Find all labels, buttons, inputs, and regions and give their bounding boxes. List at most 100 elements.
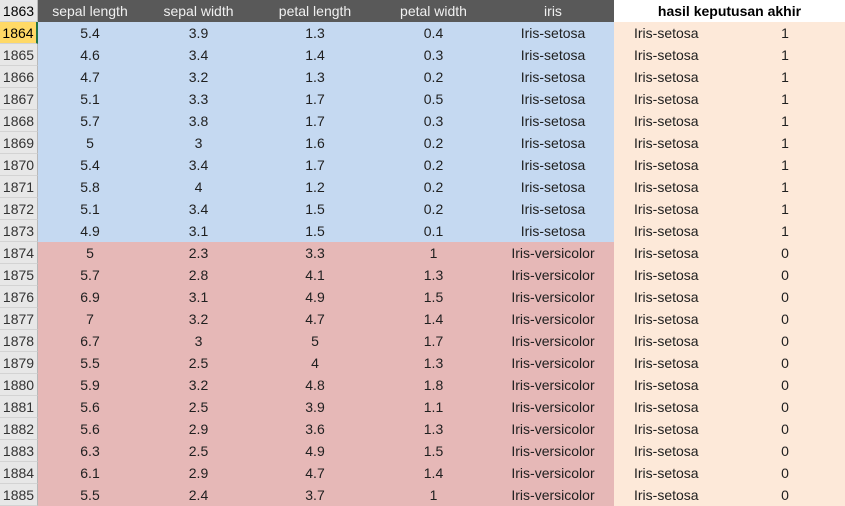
cell-sepal-length[interactable]: 5.6 [38, 396, 142, 418]
cell-decision[interactable]: Iris-setosa [614, 462, 725, 484]
column-header-sepal-length[interactable]: sepal length [38, 0, 142, 22]
cell-decision-value[interactable]: 0 [725, 308, 845, 330]
cell-sepal-width[interactable]: 3.9 [142, 22, 255, 44]
cell-decision[interactable]: Iris-setosa [614, 374, 725, 396]
cell-sepal-width[interactable]: 2.5 [142, 352, 255, 374]
column-header-result[interactable]: hasil keputusan akhir [614, 0, 845, 22]
cell-iris[interactable]: Iris-versicolor [492, 286, 614, 308]
cell-sepal-length[interactable]: 5.5 [38, 352, 142, 374]
cell-decision-value[interactable]: 1 [725, 66, 845, 88]
cell-iris[interactable]: Iris-setosa [492, 220, 614, 242]
cell-petal-width[interactable]: 1.4 [375, 462, 492, 484]
cell-decision[interactable]: Iris-setosa [614, 264, 725, 286]
cell-petal-width[interactable]: 1.3 [375, 352, 492, 374]
cell-petal-length[interactable]: 3.9 [255, 396, 375, 418]
row-number[interactable]: 1868 [0, 110, 38, 132]
cell-sepal-length[interactable]: 5.9 [38, 374, 142, 396]
cell-petal-length[interactable]: 1.6 [255, 132, 375, 154]
cell-iris[interactable]: Iris-setosa [492, 110, 614, 132]
row-number[interactable]: 1881 [0, 396, 38, 418]
cell-sepal-length[interactable]: 5.1 [38, 198, 142, 220]
cell-sepal-length[interactable]: 4.6 [38, 44, 142, 66]
cell-petal-length[interactable]: 4.7 [255, 308, 375, 330]
cell-petal-width[interactable]: 1 [375, 484, 492, 506]
cell-decision[interactable]: Iris-setosa [614, 242, 725, 264]
cell-petal-width[interactable]: 1.7 [375, 330, 492, 352]
row-number[interactable]: 1875 [0, 264, 38, 286]
cell-petal-width[interactable]: 1.8 [375, 374, 492, 396]
cell-decision-value[interactable]: 0 [725, 396, 845, 418]
cell-sepal-length[interactable]: 5.8 [38, 176, 142, 198]
row-number[interactable]: 1873 [0, 220, 38, 242]
cell-iris[interactable]: Iris-versicolor [492, 308, 614, 330]
cell-decision-value[interactable]: 1 [725, 132, 845, 154]
cell-petal-width[interactable]: 0.3 [375, 110, 492, 132]
row-number[interactable]: 1876 [0, 286, 38, 308]
row-number[interactable]: 1871 [0, 176, 38, 198]
row-number[interactable]: 1867 [0, 88, 38, 110]
cell-petal-length[interactable]: 1.7 [255, 154, 375, 176]
cell-petal-width[interactable]: 0.2 [375, 154, 492, 176]
cell-sepal-length[interactable]: 6.9 [38, 286, 142, 308]
cell-decision-value[interactable]: 0 [725, 286, 845, 308]
cell-petal-length[interactable]: 1.7 [255, 110, 375, 132]
cell-decision-value[interactable]: 1 [725, 154, 845, 176]
cell-petal-width[interactable]: 0.2 [375, 66, 492, 88]
cell-petal-length[interactable]: 1.3 [255, 66, 375, 88]
cell-decision[interactable]: Iris-setosa [614, 308, 725, 330]
cell-iris[interactable]: Iris-versicolor [492, 484, 614, 506]
cell-sepal-width[interactable]: 2.9 [142, 418, 255, 440]
row-number[interactable]: 1864 [0, 22, 38, 44]
cell-iris[interactable]: Iris-versicolor [492, 330, 614, 352]
cell-sepal-length[interactable]: 5.5 [38, 484, 142, 506]
cell-sepal-width[interactable]: 4 [142, 176, 255, 198]
cell-sepal-width[interactable]: 3.3 [142, 88, 255, 110]
row-number[interactable]: 1884 [0, 462, 38, 484]
row-number[interactable]: 1880 [0, 374, 38, 396]
cell-decision-value[interactable]: 1 [725, 220, 845, 242]
cell-sepal-width[interactable]: 3.8 [142, 110, 255, 132]
cell-petal-length[interactable]: 3.3 [255, 242, 375, 264]
row-number[interactable]: 1879 [0, 352, 38, 374]
cell-sepal-length[interactable]: 7 [38, 308, 142, 330]
cell-petal-length[interactable]: 1.5 [255, 198, 375, 220]
cell-sepal-length[interactable]: 6.3 [38, 440, 142, 462]
column-header-iris[interactable]: iris [492, 0, 614, 22]
cell-decision-value[interactable]: 1 [725, 110, 845, 132]
cell-decision[interactable]: Iris-setosa [614, 286, 725, 308]
cell-decision-value[interactable]: 0 [725, 352, 845, 374]
cell-sepal-width[interactable]: 3.1 [142, 286, 255, 308]
cell-iris[interactable]: Iris-versicolor [492, 440, 614, 462]
cell-petal-width[interactable]: 1 [375, 242, 492, 264]
cell-petal-length[interactable]: 1.3 [255, 22, 375, 44]
cell-petal-width[interactable]: 1.4 [375, 308, 492, 330]
cell-decision[interactable]: Iris-setosa [614, 132, 725, 154]
cell-iris[interactable]: Iris-setosa [492, 198, 614, 220]
cell-sepal-width[interactable]: 3.1 [142, 220, 255, 242]
cell-decision[interactable]: Iris-setosa [614, 198, 725, 220]
cell-petal-length[interactable]: 3.6 [255, 418, 375, 440]
row-number[interactable]: 1877 [0, 308, 38, 330]
cell-decision-value[interactable]: 1 [725, 44, 845, 66]
cell-decision-value[interactable]: 1 [725, 88, 845, 110]
cell-sepal-length[interactable]: 6.7 [38, 330, 142, 352]
cell-decision-value[interactable]: 0 [725, 440, 845, 462]
cell-sepal-width[interactable]: 3 [142, 330, 255, 352]
cell-iris[interactable]: Iris-versicolor [492, 264, 614, 286]
cell-sepal-width[interactable]: 3 [142, 132, 255, 154]
cell-petal-width[interactable]: 1.3 [375, 418, 492, 440]
cell-decision-value[interactable]: 0 [725, 242, 845, 264]
cell-iris[interactable]: Iris-setosa [492, 154, 614, 176]
cell-petal-length[interactable]: 3.7 [255, 484, 375, 506]
cell-iris[interactable]: Iris-setosa [492, 132, 614, 154]
cell-petal-width[interactable]: 0.2 [375, 198, 492, 220]
cell-sepal-width[interactable]: 3.2 [142, 374, 255, 396]
cell-iris[interactable]: Iris-versicolor [492, 418, 614, 440]
cell-decision[interactable]: Iris-setosa [614, 66, 725, 88]
cell-decision[interactable]: Iris-setosa [614, 396, 725, 418]
cell-sepal-width[interactable]: 3.2 [142, 308, 255, 330]
cell-sepal-width[interactable]: 2.5 [142, 396, 255, 418]
cell-decision-value[interactable]: 0 [725, 330, 845, 352]
cell-sepal-length[interactable]: 5.6 [38, 418, 142, 440]
cell-decision-value[interactable]: 0 [725, 462, 845, 484]
